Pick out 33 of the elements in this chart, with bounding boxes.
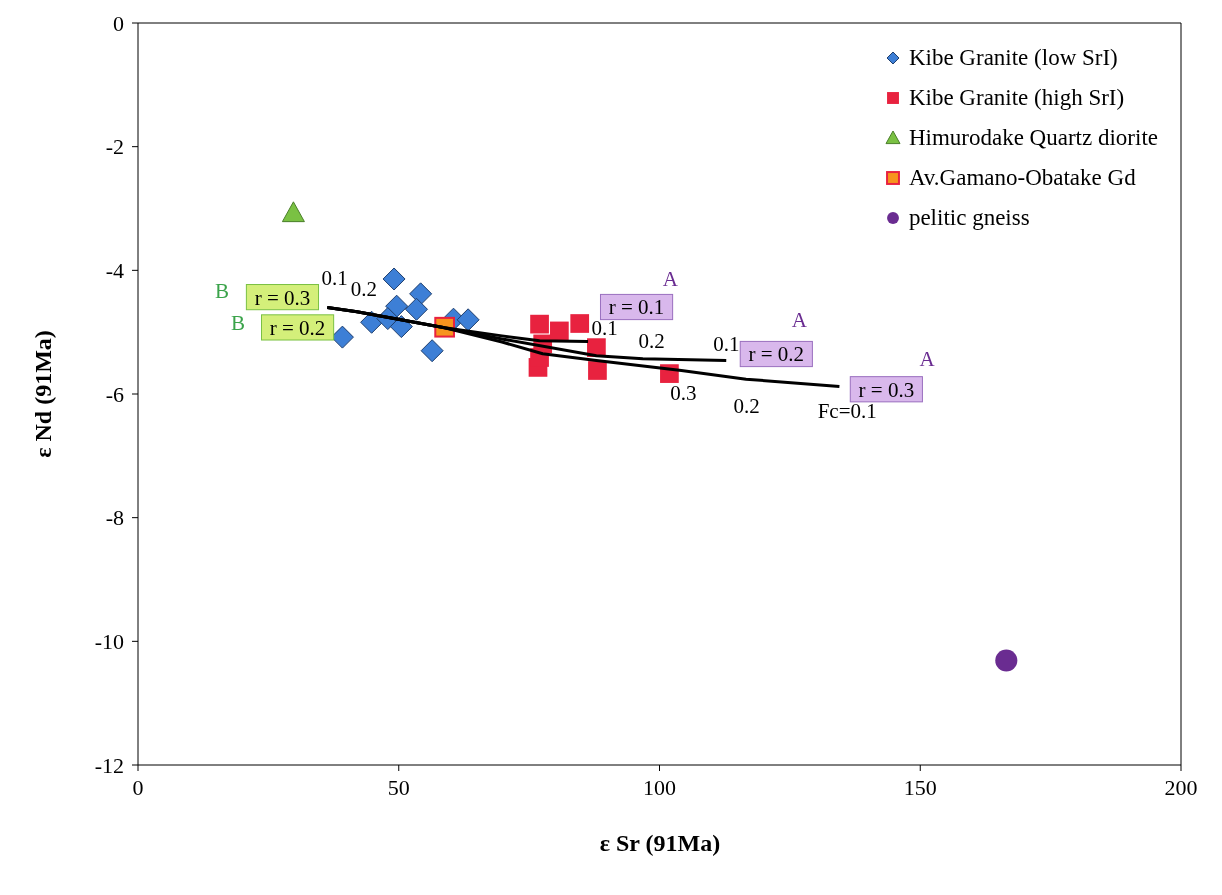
- legend-label: pelitic gneiss: [908, 205, 1030, 231]
- annotation: A: [791, 308, 808, 333]
- annotation: B: [214, 278, 229, 303]
- x-axis-title: ε Sr (91Ma): [598, 830, 722, 857]
- annotation: 0.2: [638, 328, 665, 353]
- x-tick-label: 100: [643, 774, 676, 800]
- legend-label: Kibe Granite (high SrI): [908, 85, 1125, 111]
- y-tick-label: -6: [105, 381, 124, 407]
- annotation: 0.3: [670, 381, 697, 406]
- annotation: 0.1: [321, 265, 348, 290]
- y-tick-label: 0: [113, 10, 124, 36]
- y-tick-label: -4: [105, 258, 124, 284]
- legend-label: Av.Gamano-Obatake Gd: [908, 165, 1136, 191]
- annotation: B: [231, 310, 246, 335]
- y-axis-title: ε Nd (91Ma): [30, 329, 57, 458]
- annotation: A: [662, 266, 679, 291]
- y-tick-label: -10: [94, 629, 124, 655]
- annotation: 0.2: [350, 276, 377, 301]
- annotation: r = 0.2: [748, 342, 805, 367]
- annotation: r = 0.3: [254, 285, 311, 310]
- annotation: 0.2: [733, 393, 760, 418]
- x-tick-label: 0: [132, 774, 144, 800]
- legend-label: Kibe Granite (low SrI): [908, 45, 1118, 71]
- annotation: r = 0.2: [269, 315, 326, 340]
- x-tick-label: 150: [903, 774, 937, 800]
- legend-label: Himurodake Quartz diorite: [908, 125, 1158, 151]
- y-tick-label: -8: [105, 505, 124, 531]
- x-tick-label: 50: [387, 774, 410, 800]
- x-tick-label: 200: [1164, 774, 1198, 800]
- annotation: A: [919, 346, 936, 371]
- y-tick-label: -2: [105, 134, 124, 160]
- annotation: 0.1: [713, 331, 740, 356]
- y-tick-label: -12: [94, 752, 124, 778]
